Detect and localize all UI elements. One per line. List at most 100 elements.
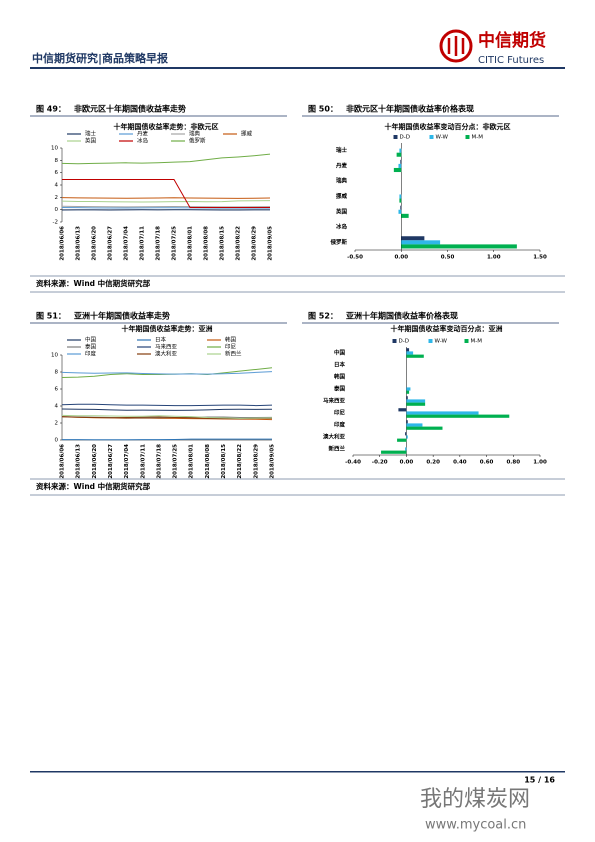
legend-label: W-W <box>436 135 449 141</box>
x-tick-label: 2018/07/11 <box>140 444 146 479</box>
y-tick-label: 4 <box>55 404 59 410</box>
bar <box>406 354 424 358</box>
x-tick-label: 2018/07/18 <box>156 444 162 479</box>
figure-number: 图 50： <box>308 105 338 114</box>
bar <box>401 240 441 245</box>
x-tick-label: -0.50 <box>347 255 363 261</box>
figure-number: 图 49： <box>36 105 66 114</box>
x-tick-label: 2018/08/29 <box>252 226 258 261</box>
x-tick-label: 2018/07/18 <box>156 226 162 261</box>
source: 资料来源：Wind 中信期货研究部 <box>36 481 151 491</box>
legend-label: M-M <box>472 135 484 141</box>
chart-title: 十年期国债收益率走势：亚洲 <box>122 324 213 333</box>
bar <box>401 213 409 218</box>
y-tick-label: 6 <box>55 170 59 176</box>
bar <box>398 209 402 214</box>
bar <box>406 390 410 394</box>
legend-label: 日本 <box>155 336 167 344</box>
figure-number: 图 51： <box>36 312 66 321</box>
category-label: 瑞士 <box>336 146 348 154</box>
legend-label: 新西兰 <box>225 350 242 358</box>
x-tick-label: 2018/06/27 <box>108 444 114 479</box>
y-tick-label: 10 <box>51 146 58 152</box>
legend-label: 韩国 <box>225 336 237 344</box>
bar <box>393 167 402 173</box>
x-tick-label: 2018/06/13 <box>76 444 82 479</box>
bar <box>406 348 410 352</box>
x-tick-label: 2018/07/25 <box>172 226 178 261</box>
x-tick-label: 0.00 <box>400 460 414 466</box>
legend-swatch <box>429 135 434 139</box>
x-tick-label: 0.00 <box>394 255 408 261</box>
category-label: 瑞典 <box>336 177 348 185</box>
header-rule <box>30 67 565 69</box>
x-tick-label: 0.20 <box>426 460 440 466</box>
bar <box>401 236 425 241</box>
series-line <box>62 438 272 441</box>
legend-swatch <box>392 339 397 343</box>
bar <box>406 387 411 391</box>
category-label: 挪威 <box>336 192 348 200</box>
series-line <box>61 367 273 379</box>
series-line <box>61 403 273 407</box>
bar <box>396 152 402 157</box>
category-label: 英国 <box>336 207 348 215</box>
series-line <box>61 200 271 203</box>
bar <box>399 194 402 199</box>
legend-label: 瑞典 <box>189 130 201 138</box>
chart-title: 十年期国债收益率变动百分点：非欧元区 <box>385 122 511 131</box>
x-tick-label: 2018/08/08 <box>204 226 210 261</box>
logo-icon <box>447 36 465 56</box>
bar <box>406 411 479 415</box>
bar <box>406 399 426 403</box>
figure-number: 图 52： <box>308 312 338 321</box>
y-tick-label: 8 <box>55 370 59 376</box>
x-tick-label: 2018/08/22 <box>237 444 243 479</box>
x-tick-label: 2018/08/22 <box>236 226 242 261</box>
logo-icon <box>439 29 473 63</box>
legend-label: 英国 <box>85 137 97 145</box>
x-tick-label: 1.50 <box>533 255 547 261</box>
watermark: 我的煤炭网 <box>420 787 530 812</box>
legend-label: 印尼 <box>225 344 237 351</box>
series-line <box>62 178 270 209</box>
category-label: 印尼 <box>334 409 346 417</box>
series-line <box>61 207 271 209</box>
category-label: 冰岛 <box>336 223 348 231</box>
bar <box>398 163 402 168</box>
legend-label: 冰岛 <box>137 137 149 145</box>
legend-label: W-W <box>435 339 448 345</box>
x-tick-label: 2018/08/08 <box>205 444 211 479</box>
bar <box>406 402 426 406</box>
x-tick-label: 2018/06/27 <box>108 226 114 261</box>
x-tick-label: 2018/06/13 <box>76 226 82 261</box>
legend-label: 马来西亚 <box>155 343 178 351</box>
category-label: 马来西亚 <box>323 397 346 405</box>
footer-rule <box>30 771 565 773</box>
bar <box>398 408 407 412</box>
series-line <box>61 371 273 375</box>
bar <box>406 426 443 430</box>
bar <box>406 435 408 439</box>
bar <box>406 351 414 355</box>
x-tick-label: 2018/08/01 <box>188 226 194 261</box>
legend-label: 印度 <box>85 350 97 358</box>
bar <box>400 205 402 210</box>
x-tick-label: 2018/08/01 <box>189 444 195 479</box>
y-tick-label: 2 <box>55 421 59 427</box>
legend-label: 丹麦 <box>137 130 149 138</box>
category-label: 泰国 <box>333 385 346 393</box>
y-tick-label: 4 <box>55 183 59 189</box>
figure-caption: 亚洲十年期国债收益率走势 <box>74 311 170 321</box>
bar <box>405 432 407 436</box>
x-tick-label: 2018/06/06 <box>60 226 66 261</box>
category-label: 中国 <box>334 349 346 357</box>
category-label: 韩国 <box>334 373 346 381</box>
y-tick-label: 0 <box>55 438 59 444</box>
watermark-url: www.mycoal.cn <box>425 818 526 833</box>
series-line <box>61 197 271 199</box>
x-tick-label: -0.40 <box>345 460 361 466</box>
category-label: 日本 <box>334 361 346 369</box>
x-tick-label: 2018/08/29 <box>253 444 259 479</box>
series-line <box>61 408 273 411</box>
